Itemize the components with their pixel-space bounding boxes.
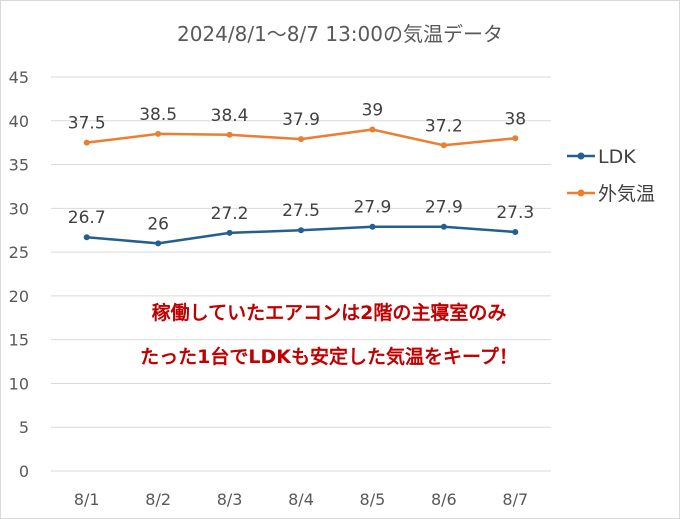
data-point (512, 135, 519, 142)
y-tick-label: 45 (9, 68, 29, 87)
x-tick-label: 8/4 (288, 490, 314, 509)
y-tick-label: 0 (19, 462, 29, 481)
data-label: 27.9 (425, 198, 463, 218)
y-tick-label: 30 (9, 199, 29, 218)
series-1: 26.7 26 27.2 27.5 27.9 27.9 27.3 (68, 198, 534, 247)
data-point (155, 240, 162, 247)
y-tick-label: 35 (9, 156, 29, 175)
y-tick-label: 15 (9, 331, 29, 350)
legend-item: 外気温 (567, 183, 655, 205)
x-tick-label: 8/6 (431, 490, 457, 509)
data-label: 27.2 (211, 204, 249, 224)
x-axis-ticks: 8/1 8/2 8/3 8/4 8/5 8/6 8/7 (74, 490, 528, 509)
data-point (155, 130, 162, 137)
data-point (298, 136, 304, 143)
data-point (369, 223, 376, 230)
data-label: 39 (362, 101, 384, 121)
y-tick-label: 5 (19, 418, 29, 437)
x-tick-label: 8/5 (360, 490, 386, 509)
legend-label: LDK (598, 146, 636, 168)
data-point (440, 223, 447, 230)
data-label: 38.5 (139, 105, 177, 125)
legend: LDK 外気温 (567, 146, 655, 205)
y-tick-label: 10 (9, 374, 29, 393)
data-point (298, 227, 304, 234)
legend-item: LDK (567, 146, 636, 168)
series-2: 37.5 38.5 38.4 37.9 39 37.2 38 (68, 101, 526, 149)
data-label: 27.3 (496, 203, 534, 223)
y-tick-label: 20 (9, 287, 29, 306)
data-point (512, 228, 519, 235)
data-label: 38 (504, 109, 526, 129)
data-label: 38.4 (211, 106, 249, 126)
data-label: 37.9 (282, 110, 320, 130)
chart-title: 2024/8/1〜8/7 13:00の気温データ (177, 22, 503, 46)
x-tick-label: 8/3 (217, 490, 243, 509)
data-point (226, 229, 233, 236)
data-label: 26.7 (68, 208, 106, 228)
x-tick-label: 8/1 (74, 490, 100, 509)
data-point (83, 139, 90, 146)
y-axis-ticks: 0 5 10 15 20 25 30 35 40 45 (9, 68, 29, 481)
legend-label: 外気温 (598, 183, 655, 205)
data-label: 37.2 (425, 116, 463, 136)
annotation-line-2: たった1台でLDKも安定した気温をキープ！ (140, 345, 518, 368)
x-tick-label: 8/2 (145, 490, 171, 509)
legend-marker (577, 152, 585, 160)
legend-marker (577, 189, 585, 197)
data-point (440, 142, 447, 149)
x-tick-label: 8/7 (502, 490, 528, 509)
data-label: 37.5 (68, 114, 106, 134)
y-tick-label: 25 (9, 243, 29, 262)
data-point (83, 234, 90, 241)
annotation-line-1: 稼働していたエアコンは2階の主寝室のみ (152, 301, 507, 324)
data-point (369, 126, 376, 133)
data-label: 27.5 (282, 201, 320, 221)
y-tick-label: 40 (9, 112, 29, 131)
data-point (226, 131, 233, 138)
data-label: 27.9 (353, 198, 391, 218)
data-label: 26 (147, 214, 169, 234)
grid-layer (51, 76, 551, 472)
